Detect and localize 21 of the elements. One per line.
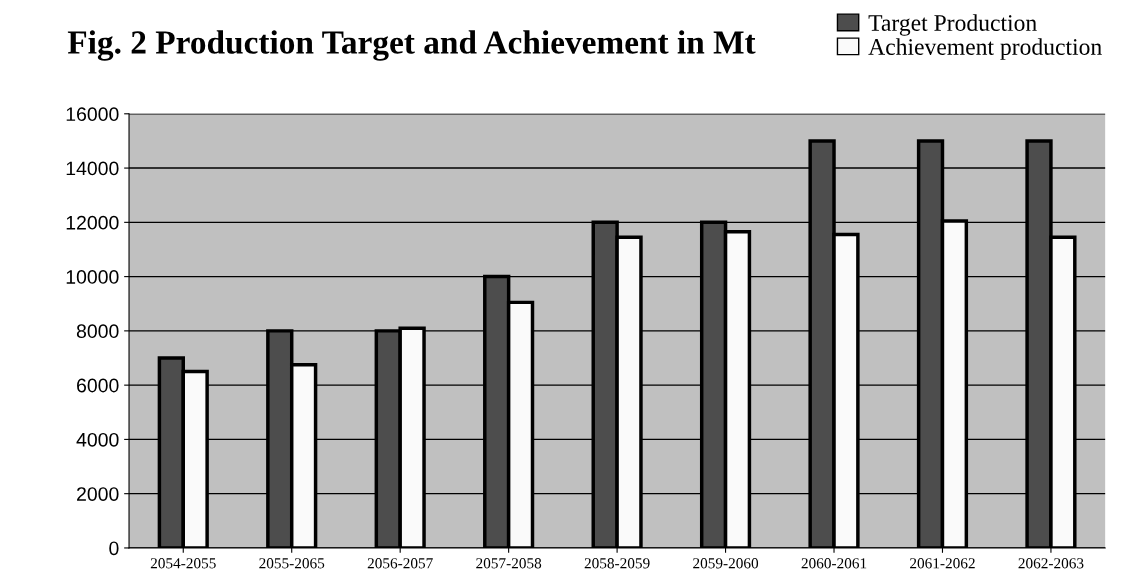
y-tick-label: 8000 (76, 324, 119, 339)
x-tick-label: 2060-2061 (801, 558, 867, 569)
y-tick-label: 12000 (66, 215, 119, 230)
x-tick-label: 2059-2060 (693, 558, 759, 569)
chart-title: Fig. 2 Production Target and Achievement in Mt (67, 30, 756, 61)
x-tick-label: 2062-2063 (1018, 558, 1084, 569)
x-tick-label: 2058-2059 (584, 558, 650, 569)
y-tick-label: 14000 (66, 161, 119, 176)
y-tick-label: 4000 (76, 432, 119, 447)
y-tick-label: 16000 (66, 107, 119, 122)
y-tick-label: 0 (109, 541, 119, 556)
x-tick-label: 2055-2065 (259, 558, 325, 569)
x-tick-label: 2054-2055 (150, 558, 216, 569)
x-tick-label: 2056-2057 (367, 558, 433, 569)
y-tick-label: 10000 (66, 270, 119, 284)
x-tick-label: 2057-2058 (476, 558, 542, 569)
legend-label: Target Production (868, 14, 1037, 36)
y-tick-label: 6000 (77, 378, 119, 393)
legend-label: Achievement production (868, 38, 1102, 60)
y-tick-label: 2000 (77, 487, 119, 501)
x-tick-label: 2061-2062 (910, 558, 975, 569)
